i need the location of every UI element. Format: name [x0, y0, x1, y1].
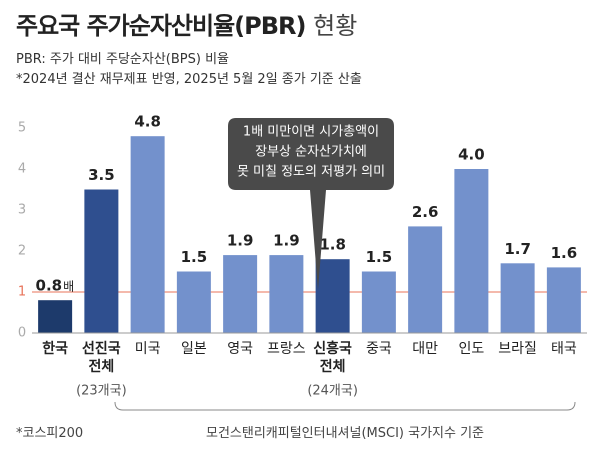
x-tick-label: 프랑스: [267, 341, 306, 357]
value-label: 1.7: [504, 240, 531, 258]
subtitle: *2024년 결산 재무제표 반영, 2025년 5월 2일 종가 기준 산출: [16, 72, 362, 87]
value-label: 4.8: [134, 113, 161, 131]
x-tick-label: 브라질: [498, 341, 537, 357]
y-tick-label: 5: [18, 121, 26, 136]
chart-title: 주요국 주가순자산비율(PBR): [16, 12, 306, 40]
x-tick-label: 한국: [42, 341, 68, 357]
bar: [500, 263, 535, 333]
value-label: 1.9: [273, 232, 300, 250]
bar: [269, 255, 304, 333]
x-tick-label: 영국: [227, 341, 253, 357]
callout-box: [228, 118, 394, 290]
value-label: 1.5: [181, 248, 208, 266]
bar: [408, 226, 443, 333]
value-label: 1.5: [366, 248, 393, 266]
value-label: 1.6: [551, 244, 578, 262]
x-tick-label: 중국: [365, 341, 392, 357]
bar: [454, 169, 489, 333]
title-row: 주요국 주가순자산비율(PBR) 현황: [16, 6, 357, 41]
bar: [84, 189, 119, 333]
bar: [223, 255, 258, 333]
value-label: 1.8: [319, 236, 346, 254]
chart-title-suffix: 현황: [313, 12, 358, 40]
bar: [361, 271, 396, 333]
bracket: [114, 401, 576, 411]
annotation: 장부상 순자산가치에: [255, 145, 367, 160]
annotation: 1배 미만이면 시가총액이: [243, 125, 379, 140]
value-unit: 배: [63, 280, 74, 294]
bar: [315, 259, 350, 333]
bar: [546, 267, 581, 333]
value-label: 0.8: [36, 277, 63, 295]
footnote: *코스피200: [16, 426, 84, 441]
value-label: 3.5: [88, 166, 115, 184]
x-tick-label: 일본: [180, 341, 207, 357]
value-label: 4.0: [458, 146, 485, 164]
x-tick-label: 인도: [458, 341, 485, 357]
annotation: 못 미칠 정도의 저평가 의미: [237, 165, 385, 180]
value-label: 2.6: [412, 203, 439, 221]
y-tick-label: 3: [18, 203, 26, 218]
group-note: (23개국): [76, 384, 127, 399]
y-tick-label: 1: [18, 285, 26, 300]
x-tick-label: 미국: [134, 341, 161, 357]
y-tick-label: 2: [18, 244, 26, 259]
bar: [38, 300, 73, 333]
bracket-label: 모건스탠리캐피털인터내셔널(MSCI) 국가지수 기준: [205, 426, 485, 441]
subtitle: PBR: 주가 대비 주당순자산(BPS) 비율: [16, 52, 230, 67]
x-tick-label: 대만: [412, 341, 438, 357]
bar: [176, 271, 211, 333]
bar: [130, 136, 165, 333]
y-tick-label: 4: [18, 162, 26, 177]
x-tick-label: 선진국 전체: [82, 341, 121, 375]
value-label: 1.9: [227, 232, 254, 250]
group-note: (24개국): [307, 384, 358, 399]
x-tick-label: 신흥국 전체: [313, 341, 352, 375]
x-tick-label: 태국: [550, 341, 577, 357]
y-tick-label: 0: [18, 326, 26, 341]
